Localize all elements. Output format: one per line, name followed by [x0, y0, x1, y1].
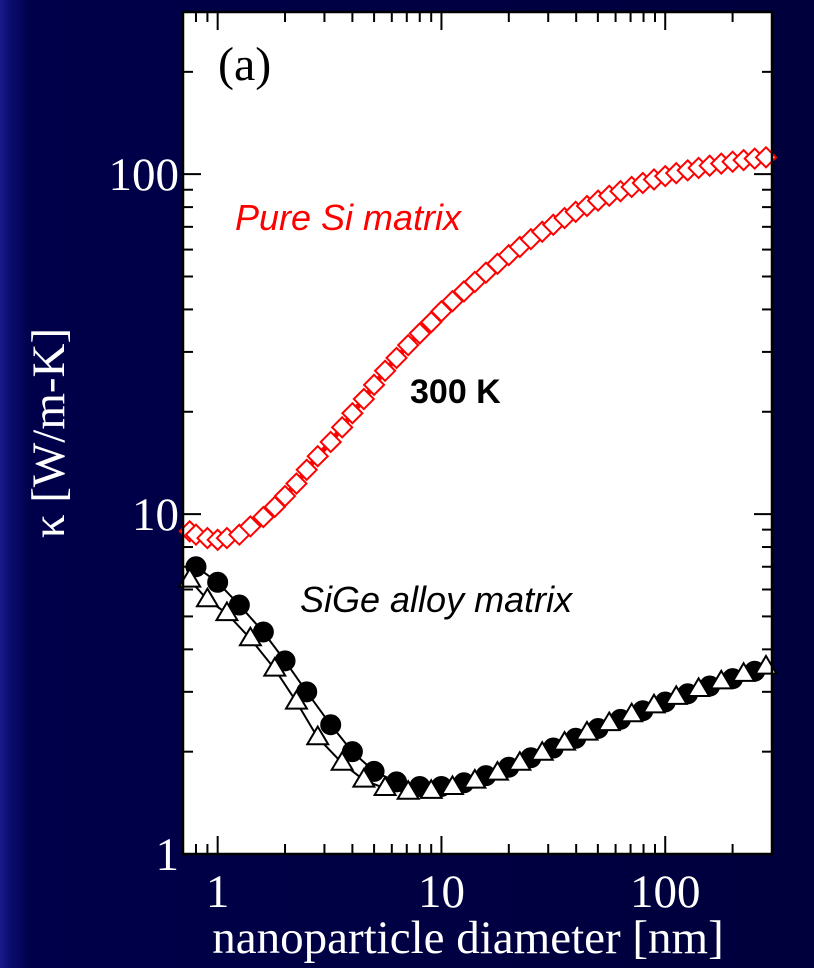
marker-pure-si: [396, 333, 420, 357]
panel-label: (a): [218, 38, 271, 91]
y-tick-labels: 1 10 100: [109, 149, 180, 881]
marker-sige-circle: [320, 714, 342, 736]
marker-sige-triangle: [462, 768, 488, 789]
marker-pure-si: [362, 373, 386, 397]
marker-sige-triangle: [529, 740, 555, 761]
marker-sige-triangle: [709, 668, 734, 690]
y-axis-label: κ [W/m-K]: [23, 328, 75, 538]
marker-sige-triangle: [507, 750, 533, 771]
marker-sige-triangle: [372, 775, 398, 796]
marker-sige-triangle: [597, 710, 622, 732]
marker-pure-si: [330, 415, 354, 439]
marker-pure-si: [285, 472, 308, 495]
marker-sige-triangle: [238, 625, 263, 647]
marker-pure-si: [295, 458, 319, 482]
axis-ticks: [182, 11, 773, 855]
x-tick-label: 10: [418, 866, 465, 918]
marker-sige-triangle: [664, 684, 689, 705]
marker-pure-si: [373, 359, 397, 383]
marker-sige-triangle: [329, 750, 355, 771]
marker-sige-triangle: [686, 676, 711, 697]
marker-sige-triangle: [552, 730, 577, 751]
x-axis-label: nanoparticle diameter [nm]: [212, 912, 724, 964]
marker-sige-triangle: [619, 701, 644, 723]
marker-sige-triangle: [419, 778, 444, 799]
y-tick-label: 10: [132, 489, 179, 541]
marker-sige-triangle: [485, 760, 510, 781]
marker-pure-si: [184, 523, 208, 547]
marker-sige-triangle: [305, 724, 330, 746]
marker-sige-triangle: [395, 779, 421, 800]
marker-sige-triangle: [731, 661, 756, 682]
marker-sige-triangle: [284, 689, 309, 710]
x-tick-label: 1: [206, 866, 230, 918]
annotation-pure-si-matrix: Pure Si matrix: [235, 197, 463, 238]
annotation-sige-alloy-matrix: SiGe alloy matrix: [300, 579, 574, 620]
marker-sige-triangle: [641, 692, 667, 714]
marker-sige-triangle: [440, 774, 465, 796]
plot-frame: [181, 10, 774, 856]
marker-pure-si: [251, 505, 275, 529]
marker-sige-triangle: [214, 600, 240, 622]
marker-pure-si: [238, 514, 262, 538]
x-tick-label: 100: [630, 866, 701, 918]
marker-pure-si: [273, 484, 297, 508]
marker-sige-triangle: [195, 586, 220, 608]
marker-sige-circle: [207, 571, 229, 593]
marker-pure-si: [306, 444, 330, 468]
marker-sige-triangle: [177, 567, 202, 588]
data-markers: [177, 145, 779, 800]
marker-sige-triangle: [262, 656, 287, 677]
annotation-temperature: 300 K: [410, 373, 501, 411]
marker-pure-si: [385, 346, 408, 370]
plot-area: [183, 12, 772, 854]
marker-pure-si: [352, 387, 376, 411]
marker-pure-si: [408, 322, 432, 345]
marker-pure-si: [319, 430, 343, 454]
marker-sige-triangle: [574, 720, 600, 741]
marker-pure-si: [340, 401, 364, 425]
y-tick-label: 100: [109, 149, 180, 201]
y-tick-label: 1: [156, 829, 180, 881]
marker-sige-triangle: [351, 767, 377, 788]
x-tick-labels: 1 10 100: [206, 866, 701, 918]
